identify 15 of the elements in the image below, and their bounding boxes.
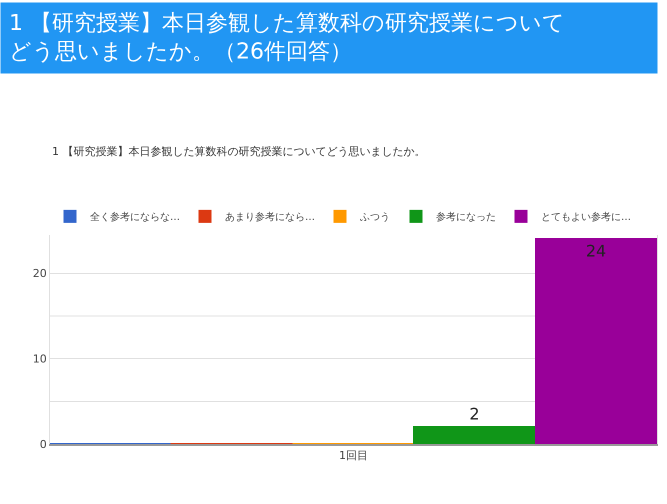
data-label: 24 [586, 242, 606, 260]
legend-label: あまり参考になら… [225, 211, 315, 224]
data-label: 2 [469, 404, 480, 424]
legend-label: 参考になった [436, 211, 496, 224]
y-tick-label: 10 [32, 352, 47, 366]
y-tick-label: 20 [32, 267, 47, 280]
bar [413, 426, 536, 444]
legend-label: 全く参考にならな… [90, 211, 180, 224]
legend-label: ふつう [359, 212, 390, 224]
legend-label: とてもよい参考に… [541, 211, 631, 224]
chart-title: 1 【研究授業】本日参観した算数科の研究授業についてどう思いましたか。（26件回答） [9, 11, 565, 65]
y-tick-label: 0 [40, 438, 47, 451]
x-tick-label: 1回目 [339, 449, 368, 462]
chart-subtitle: 1 【研究授業】本日参観した算数科の研究授業についてどう思いましたか。 [52, 145, 426, 158]
bar [535, 238, 657, 444]
